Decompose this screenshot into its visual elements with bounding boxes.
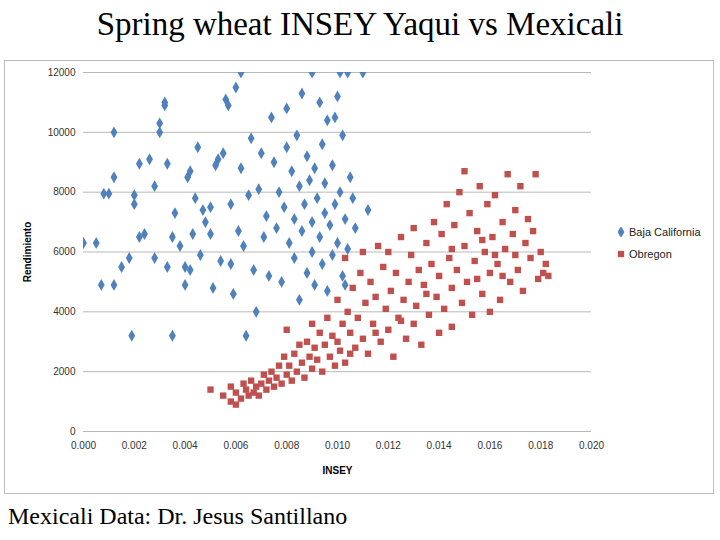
svg-text:0.004: 0.004: [173, 440, 198, 451]
svg-text:0.020: 0.020: [579, 440, 604, 451]
svg-text:Rendimiento: Rendimiento: [22, 222, 33, 283]
svg-text:12000: 12000: [48, 67, 76, 78]
svg-text:0.002: 0.002: [122, 440, 147, 451]
svg-text:6000: 6000: [53, 246, 76, 257]
svg-text:8000: 8000: [53, 186, 76, 197]
svg-text:0: 0: [70, 426, 76, 437]
html-text:Obregon: Obregon: [629, 248, 672, 260]
svg-text:0.010: 0.010: [325, 440, 350, 451]
svg-text:0.008: 0.008: [274, 440, 299, 451]
html-text:Mexicali Data: Dr. Jesus Santi: Mexicali Data: Dr. Jesus Santillano: [8, 503, 348, 529]
svg-text:0.018: 0.018: [528, 440, 553, 451]
svg-text:0.000: 0.000: [71, 440, 96, 451]
svg-text:INSEY: INSEY: [322, 465, 352, 476]
svg-text:0.014: 0.014: [427, 440, 452, 451]
svg-text:10000: 10000: [48, 127, 76, 138]
svg-text:0.006: 0.006: [223, 440, 248, 451]
svg-text:4000: 4000: [53, 306, 76, 317]
svg-text:0.016: 0.016: [477, 440, 502, 451]
svg-text:2000: 2000: [53, 366, 76, 377]
html-text:Baja California: Baja California: [629, 226, 701, 238]
svg-text:0.012: 0.012: [376, 440, 401, 451]
html-text:Spring wheat INSEY Yaqui vs Me: Spring wheat INSEY Yaqui vs Mexicali: [96, 6, 624, 42]
